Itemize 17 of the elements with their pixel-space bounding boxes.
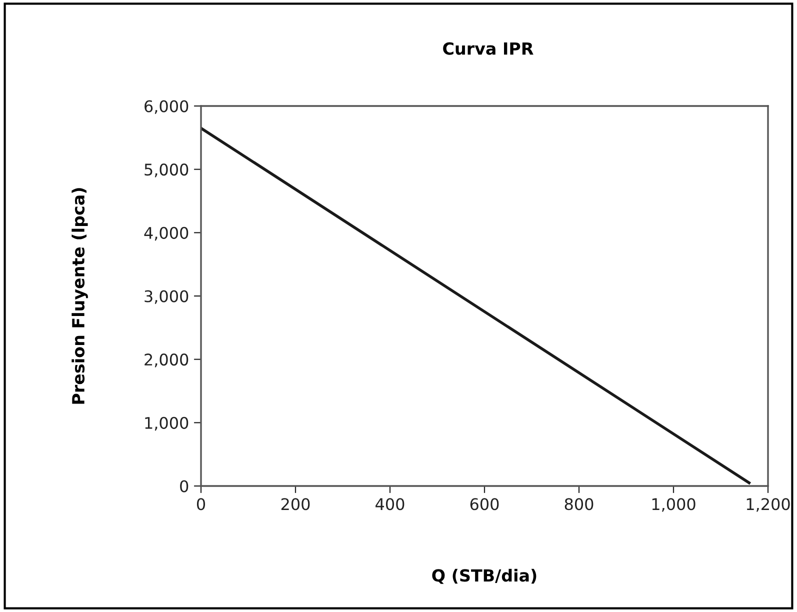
x-tick-label: 200 [281, 498, 310, 510]
x-axis-title: Q (STB/dia) [432, 568, 536, 584]
y-tick-label: 0 [180, 480, 188, 492]
chart-title: Curva IPR [443, 42, 534, 55]
y-tick-label: 3,000 [144, 290, 188, 304]
y-tick-label: 4,000 [144, 226, 188, 241]
x-tick-label: 1,000 [652, 498, 696, 512]
x-tick-label: 800 [564, 498, 594, 510]
x-tick-label: 600 [470, 498, 499, 510]
y-tick-label: 2,000 [144, 354, 188, 368]
y-tick-label: 5,000 [144, 164, 188, 178]
y-axis-title: Presion Fluyente (lpca) [72, 188, 88, 404]
x-tick-label: 400 [376, 498, 404, 510]
x-tick-label: 0 [196, 498, 206, 510]
x-tick-label: 1,200 [746, 498, 790, 512]
y-tick-label: 6,000 [144, 100, 188, 114]
y-tick-label: 1,000 [145, 416, 188, 431]
